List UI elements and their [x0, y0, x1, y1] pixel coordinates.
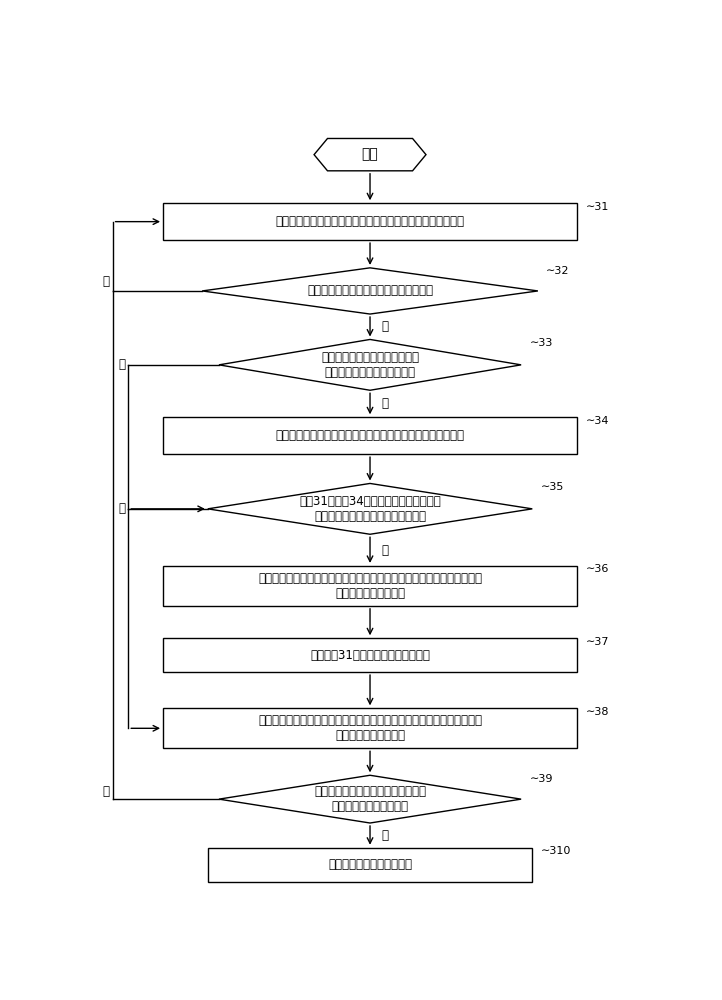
Text: 步骤31与步骤34读取的操作前播放时间点
间的时间长度是否大于第四时长阈値: 步骤31与步骤34读取的操作前播放时间点 间的时间长度是否大于第四时长阈値 — [299, 495, 441, 523]
Polygon shape — [219, 775, 521, 823]
Bar — [163, 566, 577, 606]
Bar — [163, 417, 577, 454]
Text: 否: 否 — [381, 320, 388, 333]
Text: ∼32: ∼32 — [547, 266, 570, 276]
Text: 读取该播放日志中记录的下一次操作对应的操作前播放时间点: 读取该播放日志中记录的下一次操作对应的操作前播放时间点 — [276, 429, 464, 442]
Text: 读取的操作后播放时间点的取値是否为空: 读取的操作后播放时间点的取値是否为空 — [307, 284, 433, 297]
Text: 确认执行该跳转操作后的设定时间长度内，用户针对该视频再次执行了跳
转操作或退出播放操作: 确认执行该跳转操作后的设定时间长度内，用户针对该视频再次执行了跳 转操作或退出播… — [258, 714, 482, 742]
Text: 是: 是 — [381, 544, 388, 557]
Bar — [163, 708, 577, 748]
Bar — [208, 848, 532, 882]
Polygon shape — [219, 339, 521, 390]
Text: ∼39: ∼39 — [529, 774, 553, 784]
Text: 该播放日志中是否记录有下一次
操作对应的操作前播放时间点: 该播放日志中是否记录有下一次 操作对应的操作前播放时间点 — [321, 351, 419, 379]
Text: ∼38: ∼38 — [586, 707, 609, 717]
Text: 该播放日志中是否记录有下一次操作
对应的操作后播放时间点: 该播放日志中是否记录有下一次操作 对应的操作后播放时间点 — [314, 785, 426, 813]
Bar — [163, 638, 577, 672]
Text: ∼37: ∼37 — [586, 637, 609, 647]
Text: 记录步骤31读取的操作后播放时间点: 记录步骤31读取的操作后播放时间点 — [310, 649, 430, 662]
Text: ∼310: ∼310 — [541, 846, 571, 856]
Text: ∼36: ∼36 — [586, 564, 609, 574]
Text: 是: 是 — [381, 397, 388, 410]
Text: 否: 否 — [118, 358, 126, 371]
Text: 是: 是 — [103, 275, 110, 288]
Text: 顺序读取播放日志中记录的每次操作对应的操作后播放时间点: 顺序读取播放日志中记录的每次操作对应的操作后播放时间点 — [276, 215, 464, 228]
Text: ∼33: ∼33 — [529, 338, 553, 348]
Text: 否: 否 — [118, 502, 126, 515]
Text: 是: 是 — [103, 785, 110, 798]
Polygon shape — [208, 483, 532, 534]
Text: ∼31: ∼31 — [586, 202, 609, 212]
Text: 开始: 开始 — [362, 148, 378, 162]
Polygon shape — [202, 268, 538, 314]
Text: 结束该播放日志的判断流程: 结束该播放日志的判断流程 — [328, 858, 412, 871]
Text: ∼35: ∼35 — [541, 482, 564, 492]
Text: 否: 否 — [381, 829, 388, 842]
Text: ∼34: ∼34 — [586, 416, 609, 426]
Text: 确认执行该跳转操作后的设定时间长度内，用户针对该视频未再次执行跳
转操作或退出播放操作: 确认执行该跳转操作后的设定时间长度内，用户针对该视频未再次执行跳 转操作或退出播… — [258, 572, 482, 600]
Polygon shape — [314, 138, 426, 171]
Bar — [163, 203, 577, 240]
